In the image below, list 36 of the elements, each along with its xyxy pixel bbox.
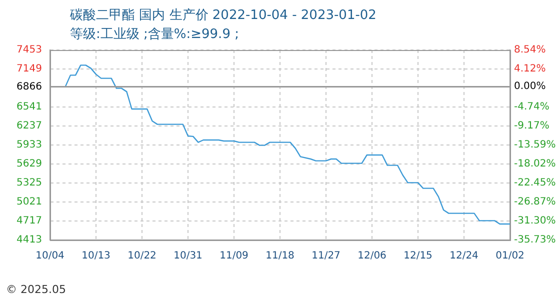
y-tick-label: 5021 (16, 196, 42, 208)
y2-tick-label: -22.45% (514, 178, 556, 189)
y-tick-label: 4717 (16, 216, 42, 227)
x-tick-label: 11/27 (312, 250, 340, 262)
y-tick-label: 4413 (16, 234, 42, 246)
y2-tick-label: -9.17% (514, 120, 550, 132)
x-tick-label: 01/02 (496, 250, 524, 262)
y-tick-label: 5325 (16, 178, 42, 189)
x-tick-label: 11/18 (266, 250, 294, 262)
y2-tick-label: -26.87% (514, 196, 556, 208)
y-tick-label: 6237 (16, 120, 42, 132)
x-tick-label: 12/15 (404, 250, 432, 262)
x-tick-label: 10/31 (174, 250, 202, 262)
y-tick-label: 5629 (16, 158, 42, 170)
y-tick-label: 6866 (16, 81, 42, 92)
text: © 2025.05 (6, 283, 66, 296)
x-tick-label: 10/04 (36, 250, 64, 262)
x-tick-label: 12/24 (450, 250, 478, 262)
y2-tick-label: -18.02% (514, 158, 556, 170)
chart-title: 碳酸二甲酯 国内 生产价 2022-10-04 - 2023-01-02 (70, 7, 376, 24)
x-tick-label: 12/06 (358, 250, 386, 262)
y2-tick-label: -31.30% (514, 216, 556, 227)
x-tick-label: 11/09 (220, 250, 248, 262)
y-tick-label: 7149 (16, 64, 42, 75)
y2-tick-label: -13.59% (514, 140, 556, 151)
x-tick-label: 10/22 (128, 250, 156, 262)
y2-tick-label: -4.74% (514, 102, 550, 113)
y-tick-label: 7453 (16, 44, 42, 56)
y2-tick-label: 4.12% (514, 64, 546, 75)
y2-tick-label: -35.73% (514, 234, 556, 246)
y2-tick-label: 8.54% (514, 44, 546, 56)
y-tick-label: 6541 (16, 102, 42, 113)
x-tick-label: 10/13 (82, 250, 110, 262)
chart-subtitle: 等级:工业级 ;含量%:≥99.9 ; (70, 26, 239, 43)
y2-tick-label: 0.00% (514, 81, 546, 92)
y-tick-label: 5933 (16, 140, 42, 151)
